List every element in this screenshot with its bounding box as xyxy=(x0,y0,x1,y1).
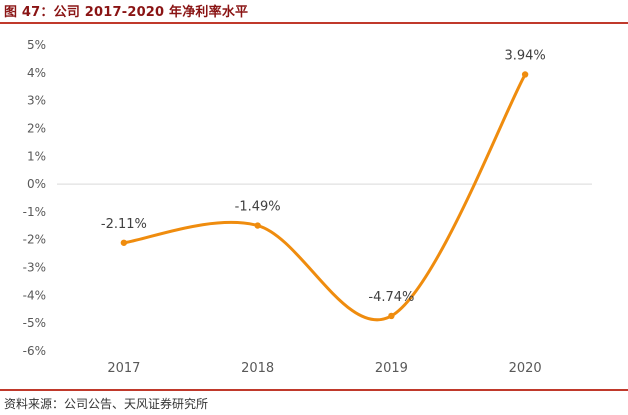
source-note: 资料来源：公司公告、天风证券研究所 xyxy=(4,397,209,411)
bottom-rule xyxy=(0,389,628,391)
data-label: -4.74% xyxy=(368,290,414,305)
top-rule xyxy=(0,22,628,24)
data-label: 3.94% xyxy=(504,48,545,63)
y-tick-label: 5% xyxy=(27,38,46,52)
data-label: -2.11% xyxy=(101,217,147,232)
x-tick-label: 2019 xyxy=(375,361,408,376)
figure-title: 图 47：公司 2017-2020 年净利率水平 xyxy=(4,5,249,20)
y-tick-label: -4% xyxy=(23,288,46,302)
data-point xyxy=(388,312,395,320)
y-tick-label: -2% xyxy=(23,233,46,247)
data-point xyxy=(120,239,128,246)
y-tick-label: -6% xyxy=(23,344,46,358)
x-tick-label: 2018 xyxy=(241,361,274,376)
data-labels: -2.11% -1.49% -4.74% 3.94% xyxy=(101,48,546,304)
x-tick-label: 2017 xyxy=(107,361,140,376)
series-line-net-margin xyxy=(122,72,527,322)
y-tick-label: 1% xyxy=(27,149,46,163)
data-point xyxy=(521,71,529,78)
data-points xyxy=(120,71,529,320)
y-tick-label: 3% xyxy=(27,94,46,108)
data-label: -1.49% xyxy=(235,200,281,215)
y-tick-label: 0% xyxy=(27,177,46,191)
y-tick-label: -1% xyxy=(23,205,46,219)
net-margin-line-chart: 5%4%3%2%1%0%-1%-2%-3%-4%-5%-6% 2017 2018 2… xyxy=(23,38,592,376)
y-axis: 5% 4% 3% 2% 1% 0% -1% -2% -3% -4% -5% -6% xyxy=(23,38,46,358)
y-tick-label: 2% xyxy=(27,121,46,135)
data-point xyxy=(254,222,261,229)
x-axis: 2017 2018 2019 2020 xyxy=(107,361,541,376)
y-tick-label: 4% xyxy=(27,66,46,80)
x-tick-label: 2020 xyxy=(509,361,542,376)
y-tick-label: -3% xyxy=(23,261,46,275)
y-tick-label: -5% xyxy=(23,316,46,330)
